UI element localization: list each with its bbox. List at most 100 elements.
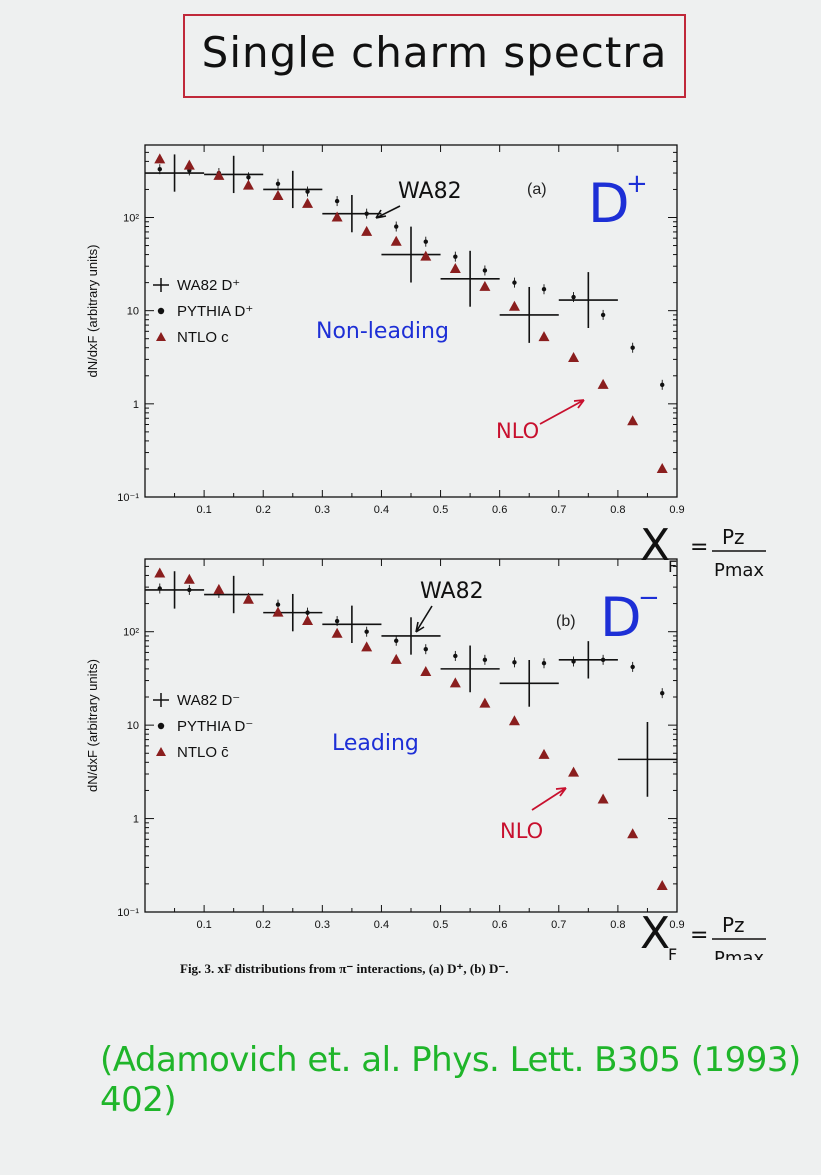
legend-label: NTLO c bbox=[177, 329, 229, 346]
x-tick-label: 0.9 bbox=[669, 919, 684, 931]
x-tick-label: 0.2 bbox=[256, 504, 271, 516]
x-tick-label: 0.5 bbox=[433, 919, 448, 931]
x-tick-label: 0.1 bbox=[196, 919, 211, 931]
xf-numerator: Pz bbox=[722, 913, 745, 937]
ntlo-point bbox=[242, 179, 254, 190]
y-tick-label: 10² bbox=[123, 627, 139, 639]
ntlo-point bbox=[538, 748, 550, 759]
nlo-arrow bbox=[531, 787, 567, 811]
ntlo-point bbox=[479, 280, 491, 291]
xf-symbol: X bbox=[640, 520, 670, 571]
xf-equals: = bbox=[690, 923, 708, 948]
xf-subscript: F bbox=[668, 945, 677, 960]
ntlo-point bbox=[272, 190, 284, 201]
citation: (Adamovich et. al. Phys. Lett. B305 (199… bbox=[100, 1040, 801, 1120]
x-tick-label: 0.2 bbox=[256, 919, 271, 931]
ntlo-point bbox=[420, 666, 432, 677]
ntlo-point bbox=[361, 641, 373, 652]
legend-label: WA82 D⁺ bbox=[177, 277, 240, 294]
x-tick-label: 0.3 bbox=[315, 919, 330, 931]
chart-b: 0.1 0.2 0.3 0.4 0.5 0.6 0.7 0.8 0.9 10⁻¹ 1 10 10² dN/… bbox=[85, 558, 766, 960]
y-axis-label: dN/dxF (arbitrary units) bbox=[85, 659, 100, 792]
panel-label: (b) bbox=[556, 613, 576, 630]
ntlo-point bbox=[154, 153, 166, 164]
y-tick-label: 1 bbox=[133, 399, 139, 411]
y-tick-label: 10⁻¹ bbox=[117, 492, 139, 504]
ntlo-point bbox=[656, 462, 668, 473]
ntlo-point bbox=[213, 169, 225, 180]
ntlo-point bbox=[331, 627, 343, 638]
nlo-label: NLO bbox=[500, 819, 543, 843]
legend-marker-dot bbox=[157, 307, 165, 315]
page-title: Single charm spectra bbox=[201, 28, 668, 77]
wa82-arrow bbox=[415, 605, 433, 633]
chart-a: 0.1 0.2 0.3 0.4 0.5 0.6 0.7 0.8 0.9 10⁻¹ 1 10 10² dN/… bbox=[85, 144, 766, 581]
xf-subscript: F bbox=[668, 557, 677, 576]
x-tick-label: 0.8 bbox=[610, 504, 625, 516]
x-tick-label: 0.6 bbox=[492, 504, 507, 516]
region-label: Non-leading bbox=[316, 319, 449, 344]
ntlo-point bbox=[597, 793, 609, 804]
x-tick-label: 0.9 bbox=[669, 504, 684, 516]
x-tick-label: 0.3 bbox=[315, 504, 330, 516]
ntlo-point bbox=[568, 766, 580, 777]
ntlo-point bbox=[183, 573, 195, 584]
y-tick-label: 10 bbox=[127, 306, 139, 318]
ntlo-point bbox=[331, 211, 343, 222]
legend-label: PYTHIA D⁻ bbox=[177, 718, 253, 735]
y-tick-label: 10⁻¹ bbox=[117, 907, 139, 919]
ntlo-point bbox=[538, 331, 550, 342]
x-tick-label: 0.8 bbox=[610, 919, 625, 931]
ntlo-point bbox=[302, 197, 314, 208]
xf-numerator: Pz bbox=[722, 525, 745, 549]
wa82-arrow-label: WA82 bbox=[398, 179, 462, 204]
y-tick-label: 1 bbox=[133, 814, 139, 826]
figure-caption: Fig. 3. xF distributions from π⁻ interac… bbox=[180, 961, 509, 976]
x-tick-label: 0.7 bbox=[551, 504, 566, 516]
y-axis-label: dN/dxF (arbitrary units) bbox=[85, 245, 100, 378]
legend-label: NTLO c̄ bbox=[177, 744, 229, 761]
x-tick-label: 0.4 bbox=[374, 504, 389, 516]
ntlo-point bbox=[242, 593, 254, 604]
ntlo-point bbox=[154, 567, 166, 578]
ntlo-point bbox=[302, 615, 314, 626]
x-tick-label: 0.7 bbox=[551, 919, 566, 931]
xf-denominator: Pmax bbox=[714, 948, 764, 960]
x-tick-label: 0.4 bbox=[374, 919, 389, 931]
ntlo-point bbox=[390, 653, 402, 664]
particle-charge: − bbox=[638, 583, 660, 613]
ntlo-point bbox=[420, 250, 432, 261]
ntlo-point bbox=[479, 697, 491, 708]
title-box: Single charm spectra bbox=[183, 14, 686, 98]
x-tick-label: 0.6 bbox=[492, 919, 507, 931]
ntlo-point bbox=[597, 378, 609, 389]
wa82-arrow bbox=[375, 205, 401, 219]
xf-denominator: Pmax bbox=[714, 560, 764, 581]
particle-label: D bbox=[600, 586, 642, 649]
y-tick-label: 10² bbox=[123, 212, 139, 224]
ntlo-point bbox=[627, 415, 639, 426]
xf-equals: = bbox=[690, 535, 708, 560]
ntlo-point bbox=[568, 352, 580, 363]
legend-marker-triangle bbox=[156, 332, 166, 341]
panel-label: (a) bbox=[527, 181, 547, 198]
wa82-arrow-label: WA82 bbox=[420, 579, 484, 604]
ntlo-point bbox=[508, 300, 520, 311]
legend-label: PYTHIA D⁺ bbox=[177, 303, 253, 320]
legend-marker-triangle bbox=[156, 747, 166, 756]
particle-label: D bbox=[588, 172, 630, 235]
ntlo-point bbox=[449, 677, 461, 688]
ntlo-point bbox=[183, 159, 195, 170]
ntlo-point bbox=[656, 879, 668, 890]
xf-symbol: X bbox=[640, 908, 670, 959]
x-tick-label: 0.1 bbox=[196, 504, 211, 516]
nlo-arrow bbox=[539, 399, 585, 425]
ntlo-point bbox=[449, 263, 461, 274]
ntlo-point bbox=[627, 828, 639, 839]
region-label: Leading bbox=[332, 731, 419, 756]
ntlo-point bbox=[508, 715, 520, 726]
particle-charge: + bbox=[626, 169, 648, 199]
ntlo-point bbox=[213, 583, 225, 594]
legend-marker-dot bbox=[157, 722, 165, 730]
y-tick-label: 10 bbox=[127, 720, 139, 732]
